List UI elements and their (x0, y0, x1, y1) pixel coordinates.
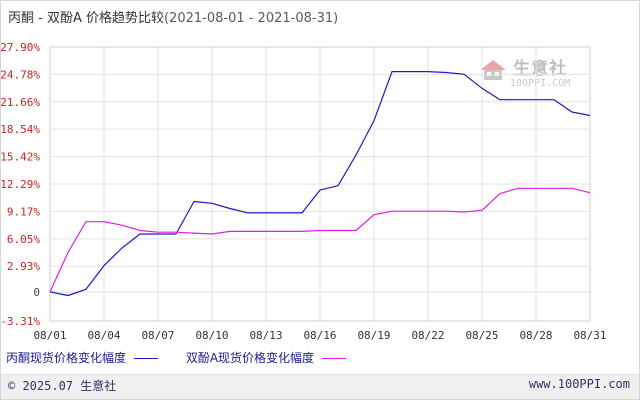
footer-site-link[interactable]: www.100PPI.com (528, 377, 630, 391)
legend-label-series-1: 丙酮现货价格变化幅度 (6, 351, 127, 365)
x-tick-label: 08/07 (141, 329, 174, 342)
series-line-1 (49, 70, 591, 297)
y-tick-label: 15.42% (0, 151, 40, 164)
chart-legend: 丙酮现货价格变化幅度 双酚A现货价格变化幅度 (6, 349, 370, 366)
legend-item-series-2: 双酚A现货价格变化幅度 (185, 349, 347, 366)
title-text: 丙酮 - 双酚A 价格趋势比较 (8, 11, 164, 26)
footer-bar (1, 374, 639, 399)
title-date-range: (2021-08-01 - 2021-08-31) (163, 11, 339, 26)
y-tick-label: 0 (33, 286, 40, 299)
x-tick-label: 08/10 (195, 329, 228, 342)
x-tick-label: 08/13 (249, 329, 282, 342)
series-line-2 (49, 187, 591, 293)
plot-border (49, 46, 591, 322)
y-tick-label: 21.66% (0, 96, 40, 109)
x-tick-label: 08/19 (357, 329, 390, 342)
x-tick-label: 08/01 (33, 329, 66, 342)
x-tick-label: 08/25 (465, 329, 498, 342)
x-tick-label: 08/04 (87, 329, 120, 342)
x-tick-label: 08/16 (303, 329, 336, 342)
y-tick-label: -3.31% (0, 315, 40, 328)
y-tick-label: 18.54% (0, 123, 40, 136)
x-tick-label: 08/22 (411, 329, 444, 342)
y-tick-label: 27.90% (0, 41, 40, 54)
x-tick-label: 08/31 (573, 329, 606, 342)
x-tick-label: 08/28 (519, 329, 552, 342)
legend-swatch-series-1 (134, 358, 159, 359)
legend-swatch-series-2 (322, 358, 347, 359)
watermark-site: 100PPI.COM (510, 77, 571, 89)
legend-label-series-2: 双酚A现货价格变化幅度 (185, 351, 315, 365)
legend-item-series-1: 丙酮现货价格变化幅度 (6, 349, 159, 366)
footer-copyright: © 2025.07 生意社 (8, 379, 117, 393)
chart-title: 丙酮 - 双酚A 价格趋势比较(2021-08-01 - 2021-08-31) (8, 7, 338, 26)
y-tick-label: 12.29% (0, 178, 40, 191)
y-tick-label: 6.05% (7, 233, 40, 246)
y-tick-label: 9.17% (7, 205, 40, 218)
y-tick-label: 2.93% (7, 260, 40, 273)
y-tick-label: 24.78% (0, 68, 40, 81)
